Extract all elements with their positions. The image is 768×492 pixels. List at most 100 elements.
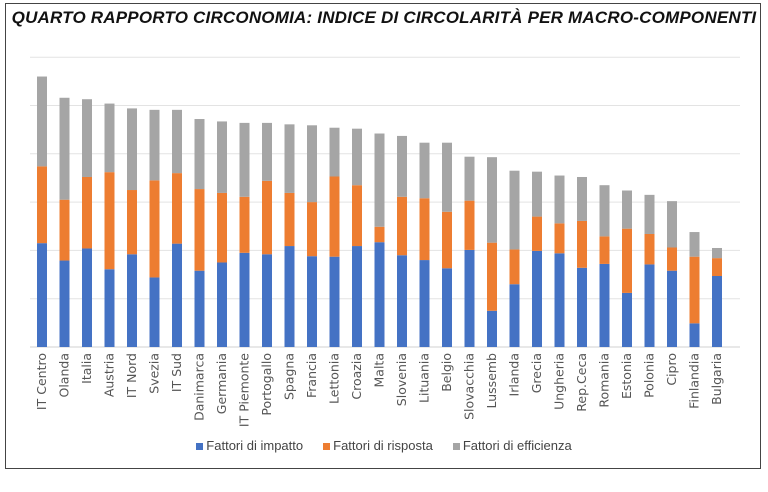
bar-segment-risposta — [644, 233, 655, 265]
x-tick-label: Portogallo — [259, 353, 274, 416]
bar-segment-impatto — [307, 256, 317, 347]
x-tick-label: Polonia — [642, 353, 657, 398]
bar-segment-risposta — [262, 180, 272, 255]
bar-segment-impatto — [689, 323, 700, 347]
bar-segment-efficienza — [419, 142, 430, 199]
x-tick-label: Belgio — [439, 353, 454, 392]
bar-segment-efficienza — [599, 185, 610, 237]
bar-segment-risposta — [374, 226, 385, 243]
bar-segment-risposta — [689, 256, 700, 324]
x-tick-label: Lettonia — [327, 353, 342, 404]
x-tick-label: Lussemb — [484, 353, 499, 409]
bar-segment-impatto — [127, 254, 137, 347]
bar-segment-impatto — [217, 262, 227, 347]
bar-segment-efficienza — [104, 103, 115, 173]
bar-segment-impatto — [712, 275, 722, 347]
bar-segment-efficienza — [509, 170, 520, 250]
x-tick-label: Francia — [304, 353, 319, 398]
x-tick-label: IT Centro — [34, 353, 49, 410]
bar-segment-risposta — [419, 198, 430, 261]
x-tick-label: Croazia — [349, 353, 364, 400]
bar-segment-impatto — [577, 267, 587, 347]
bar-segment-efficienza — [442, 142, 452, 212]
x-tick-label: Finlandia — [687, 353, 702, 409]
bar-segment-efficienza — [622, 190, 632, 229]
bar-segment-impatto — [194, 270, 205, 347]
bar-segment-efficienza — [149, 109, 160, 181]
bar-segment-risposta — [487, 242, 497, 311]
bar-segment-risposta — [532, 216, 542, 251]
legend-swatch — [196, 443, 204, 451]
bar-segment-impatto — [622, 292, 632, 347]
bar-segment-risposta — [397, 196, 407, 256]
bar-segment-risposta — [82, 176, 92, 249]
bar-segment-impatto — [554, 253, 565, 347]
bar-segment-risposta — [149, 180, 160, 278]
bar-segment-risposta — [127, 190, 137, 255]
bar-segment-impatto — [149, 277, 160, 347]
bar-segment-efficienza — [82, 99, 92, 177]
bar-segment-risposta — [104, 172, 115, 270]
bar-segment-efficienza — [307, 125, 317, 203]
legend-item: Fattori di efficienza — [452, 438, 572, 453]
chart-title: QUARTO RAPPORTO CIRCONOMIA: INDICE DI CI… — [11, 8, 757, 27]
x-tick-label: Malta — [372, 353, 387, 387]
bar-segment-impatto — [374, 242, 385, 347]
bar-segment-risposta — [712, 258, 722, 276]
bar-segment-risposta — [194, 189, 205, 271]
bar-segment-risposta — [577, 220, 587, 268]
x-tick-label: IT Piemonte — [237, 353, 252, 427]
bar-segment-efficienza — [487, 157, 497, 243]
bar-segment-efficienza — [352, 128, 362, 186]
bar-segment-efficienza — [239, 122, 250, 197]
bar-segment-efficienza — [397, 135, 407, 197]
bar-segment-risposta — [599, 236, 610, 264]
legend-label: Fattori di efficienza — [462, 438, 572, 453]
bar-segment-impatto — [82, 248, 92, 347]
x-tick-label: IT Sud — [169, 353, 184, 392]
bar-segment-risposta — [59, 199, 70, 261]
x-tick-label: Slovacchia — [462, 353, 477, 420]
bar-segment-impatto — [352, 246, 362, 347]
x-tick-label: Ungheria — [552, 353, 567, 410]
x-tick-label: Lituania — [417, 353, 432, 403]
bar-segment-efficienza — [464, 156, 475, 201]
bar-segment-efficienza — [194, 119, 205, 190]
bar-segment-risposta — [329, 176, 340, 257]
x-tick-label: Germania — [214, 353, 229, 414]
bar-segment-impatto — [667, 270, 677, 347]
bar-segment-efficienza — [577, 176, 587, 221]
bar-segment-impatto — [644, 264, 655, 347]
bar-segment-efficienza — [712, 247, 722, 259]
x-tick-label: Svezia — [147, 353, 162, 394]
bar-segment-risposta — [239, 196, 250, 253]
bar-segment-impatto — [509, 284, 520, 347]
x-tick-label: Austria — [102, 353, 117, 397]
legend: Fattori di impatto Fattori di risposta Fat… — [0, 438, 768, 453]
legend-swatch — [452, 443, 460, 451]
bar-segment-efficienza — [59, 97, 70, 200]
bar-segment-risposta — [464, 200, 475, 250]
legend-label: Fattori di risposta — [333, 438, 433, 453]
x-tick-label: Spagna — [282, 353, 297, 400]
x-tick-label: Olanda — [57, 353, 72, 398]
bar-segment-efficienza — [667, 201, 677, 248]
x-tick-label: Irlanda — [507, 353, 522, 396]
bar-segment-impatto — [37, 243, 47, 347]
bar-segment-impatto — [464, 249, 475, 347]
bar-segment-impatto — [284, 246, 295, 347]
bar-segment-risposta — [554, 223, 565, 254]
legend-swatch — [323, 443, 331, 451]
bar-segment-risposta — [307, 202, 317, 257]
x-tick-label: IT Nord — [124, 353, 139, 398]
bar-segment-efficienza — [262, 122, 272, 181]
bar-segment-impatto — [397, 255, 407, 347]
legend-item: Fattori di risposta — [323, 438, 433, 453]
bar-segment-risposta — [667, 247, 677, 271]
bar-segment-efficienza — [127, 108, 137, 191]
x-tick-label: Italia — [79, 353, 94, 384]
bar-segment-efficienza — [554, 175, 565, 224]
x-tick-label: Romania — [597, 353, 612, 408]
bar-segment-impatto — [262, 254, 272, 347]
bar-segment-risposta — [284, 192, 295, 247]
